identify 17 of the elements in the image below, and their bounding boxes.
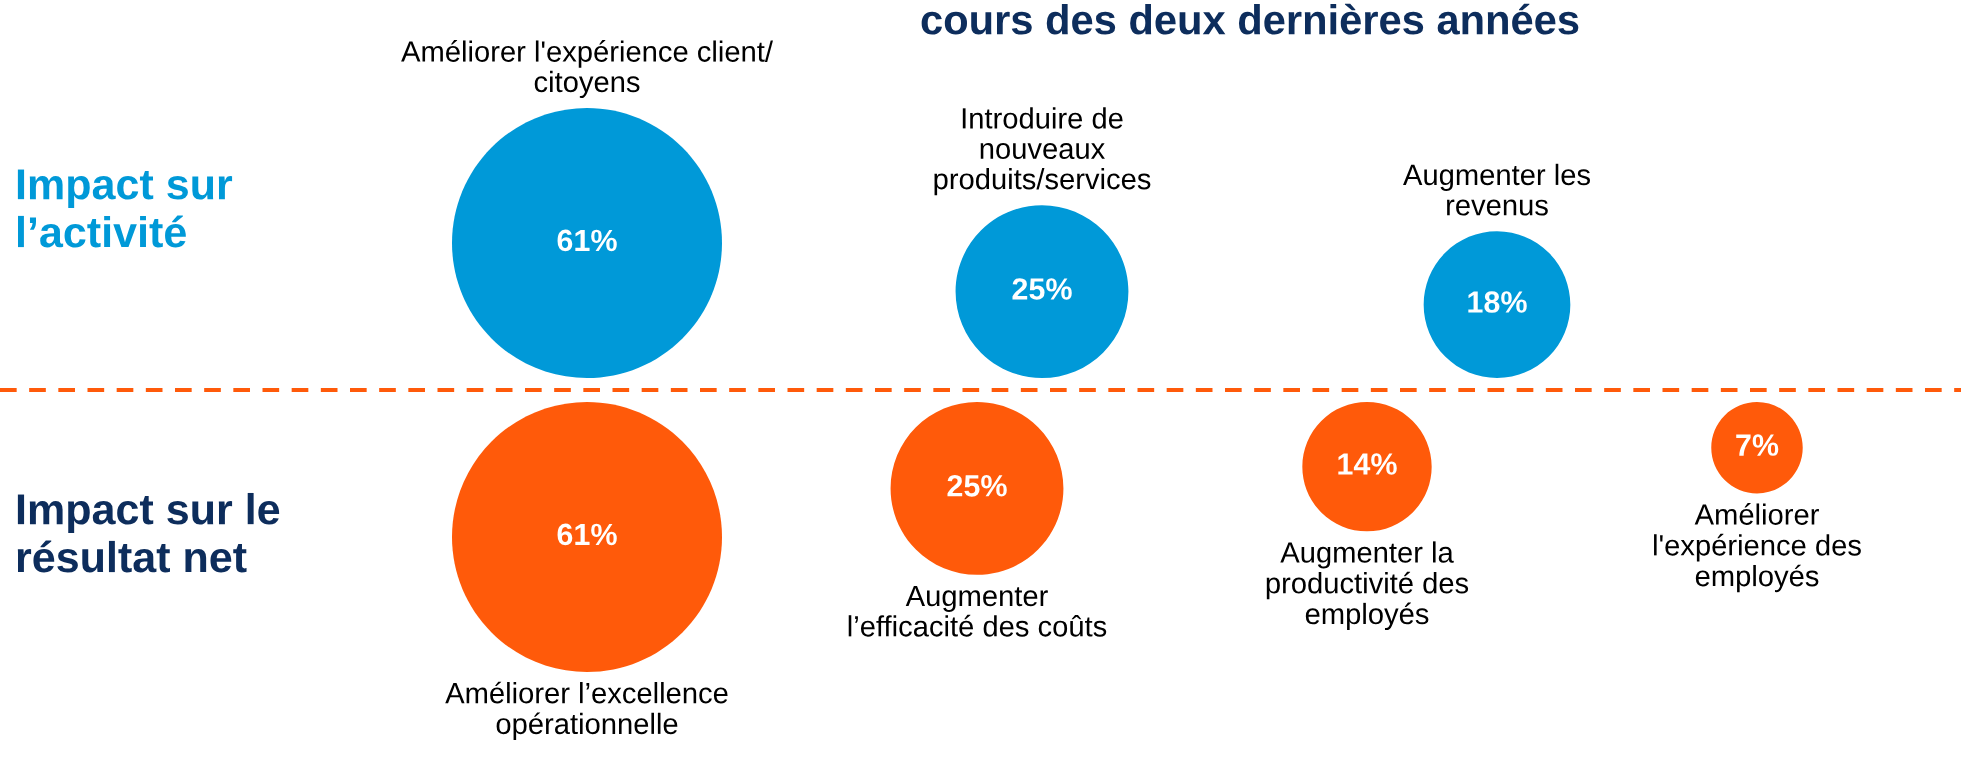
category-label: Augmenter les revenus	[1403, 163, 1590, 216]
category-label: Améliorer l'expérience client/ citoyens	[401, 40, 773, 98]
data-label: 61%	[557, 229, 617, 252]
text: Impact sur l’activité	[17, 169, 233, 248]
data-label: 18%	[1468, 291, 1527, 313]
data-label: 61%	[557, 523, 617, 546]
category-label: Augmenter la productivité des employés	[1266, 541, 1469, 631]
data-label: 25%	[947, 474, 1007, 497]
category-label: Introduire de nouveaux produits/services	[934, 107, 1151, 196]
data-label: 14%	[1338, 453, 1397, 475]
category-label: Améliorer l'expérience des employés	[1654, 503, 1861, 593]
text: cours des deux dernières années	[921, 3, 1579, 35]
data-label: 25%	[1012, 278, 1072, 300]
text: Impact sur le résultat net	[17, 492, 280, 573]
category-label: Augmenter l’efficacité des coûts	[848, 585, 1107, 637]
data-label: 7%	[1736, 434, 1779, 456]
category-label: Améliorer l’excellence opérationnelle	[445, 681, 728, 740]
